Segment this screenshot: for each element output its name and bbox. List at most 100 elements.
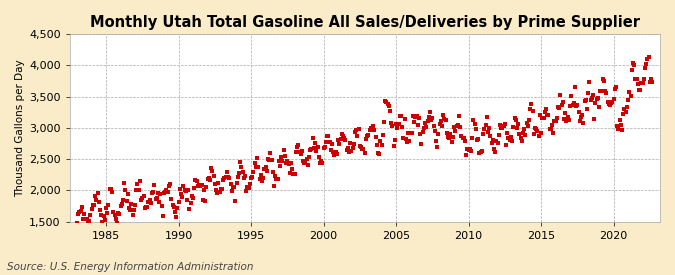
Point [140, 205, 151, 209]
Point [483, 130, 493, 135]
Point [475, 150, 486, 154]
Point [351, 128, 362, 132]
Point [580, 98, 591, 103]
Point [495, 123, 506, 128]
Point [624, 90, 634, 94]
Point [299, 161, 310, 165]
Point [335, 137, 346, 141]
Point [122, 192, 133, 196]
Point [237, 170, 248, 174]
Point [622, 105, 632, 109]
Point [526, 102, 537, 106]
Point [389, 138, 400, 142]
Point [493, 133, 504, 138]
Point [137, 196, 148, 200]
Point [328, 149, 339, 154]
Point [363, 133, 374, 137]
Point [421, 125, 432, 129]
Point [295, 152, 306, 157]
Point [192, 183, 203, 188]
Point [449, 124, 460, 129]
Point [275, 164, 286, 168]
Point [219, 175, 230, 180]
Point [134, 179, 145, 183]
Point [596, 89, 607, 94]
Point [443, 135, 454, 139]
Point [312, 145, 323, 150]
Point [455, 125, 466, 129]
Point [392, 126, 403, 130]
Point [101, 205, 111, 210]
Point [567, 103, 578, 108]
Point [410, 115, 421, 120]
Point [400, 136, 411, 141]
Point [417, 129, 428, 134]
Point [632, 82, 643, 86]
Point [367, 125, 377, 130]
Point [478, 131, 489, 136]
Point [306, 147, 317, 152]
Point [500, 122, 510, 126]
Point [149, 183, 160, 187]
Point [406, 131, 417, 135]
Point [225, 182, 236, 186]
Point [346, 149, 357, 153]
Point [607, 99, 618, 104]
Point [618, 112, 628, 116]
Point [80, 216, 91, 221]
Point [484, 125, 495, 130]
Point [82, 220, 93, 224]
Point [520, 133, 531, 137]
Point [283, 162, 294, 166]
Point [628, 63, 639, 67]
Point [382, 102, 393, 106]
Point [289, 172, 300, 176]
Point [556, 103, 567, 108]
Point [171, 215, 182, 219]
Point [205, 178, 215, 183]
Point [105, 186, 116, 191]
Point [364, 128, 375, 133]
Point [411, 114, 422, 118]
Point [209, 182, 220, 186]
Point [503, 136, 514, 140]
Point [576, 115, 587, 120]
Point [358, 147, 369, 152]
Point [217, 187, 227, 191]
Point [331, 152, 342, 156]
Point [634, 88, 645, 92]
Point [88, 203, 99, 207]
Point [377, 133, 388, 137]
Point [507, 138, 518, 143]
Point [278, 148, 289, 152]
Point [334, 141, 345, 146]
Point [339, 136, 350, 140]
Point [599, 79, 610, 83]
Point [132, 182, 143, 186]
Point [559, 117, 570, 121]
Point [613, 127, 624, 131]
Point [432, 145, 443, 149]
Point [387, 124, 398, 128]
Point [428, 123, 439, 128]
Point [230, 199, 241, 203]
Point [628, 60, 639, 65]
Point [227, 185, 238, 190]
Point [173, 200, 184, 204]
Point [519, 127, 530, 131]
Point [578, 121, 589, 125]
Point [120, 188, 131, 192]
Point [151, 196, 161, 201]
Point [375, 139, 386, 144]
Text: Source: U.S. Energy Information Administration: Source: U.S. Energy Information Administ… [7, 262, 253, 272]
Point [296, 149, 307, 153]
Point [513, 122, 524, 126]
Point [271, 177, 282, 182]
Point [287, 167, 298, 172]
Point [508, 125, 518, 129]
Point [451, 124, 462, 128]
Point [119, 181, 130, 185]
Point [584, 79, 595, 84]
Point [266, 158, 277, 162]
Point [182, 197, 192, 202]
